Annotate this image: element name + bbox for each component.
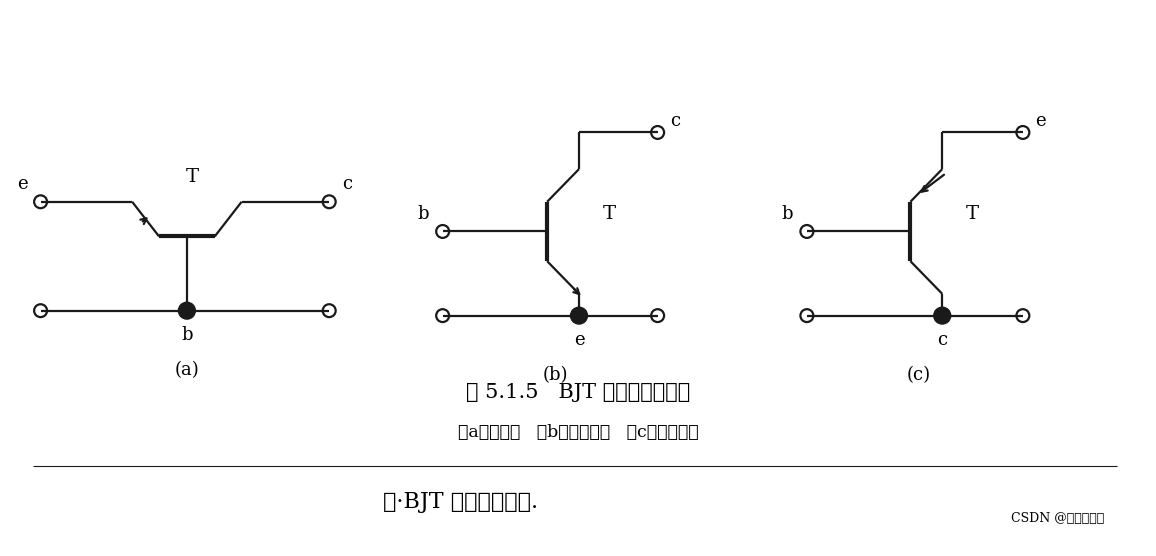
Text: c: c — [670, 112, 681, 130]
Circle shape — [571, 307, 587, 324]
Text: e: e — [573, 331, 584, 349]
Text: CSDN @江安吴彦祖: CSDN @江安吴彦祖 — [1012, 512, 1104, 525]
Text: c: c — [938, 331, 947, 349]
Text: （a）共基极   （b）共发射极   （c）共集电极: （a）共基极 （b）共发射极 （c）共集电极 — [458, 424, 698, 441]
Text: T: T — [185, 168, 199, 186]
Text: 图 5.1.5   BJT 的三种连接方式: 图 5.1.5 BJT 的三种连接方式 — [466, 383, 690, 403]
Text: (b): (b) — [542, 366, 568, 384]
Text: T: T — [602, 205, 615, 222]
Text: e: e — [1036, 112, 1046, 130]
Text: b: b — [417, 205, 429, 222]
Circle shape — [178, 302, 195, 319]
Text: c: c — [342, 175, 353, 193]
Text: b: b — [181, 326, 193, 344]
Text: (a): (a) — [175, 361, 199, 379]
Text: b: b — [781, 205, 793, 222]
Text: 图·BJT 三种连接关系.: 图·BJT 三种连接关系. — [383, 491, 539, 513]
Text: (c): (c) — [906, 366, 931, 384]
Text: e: e — [17, 175, 28, 193]
Circle shape — [934, 307, 950, 324]
Text: T: T — [965, 205, 979, 222]
